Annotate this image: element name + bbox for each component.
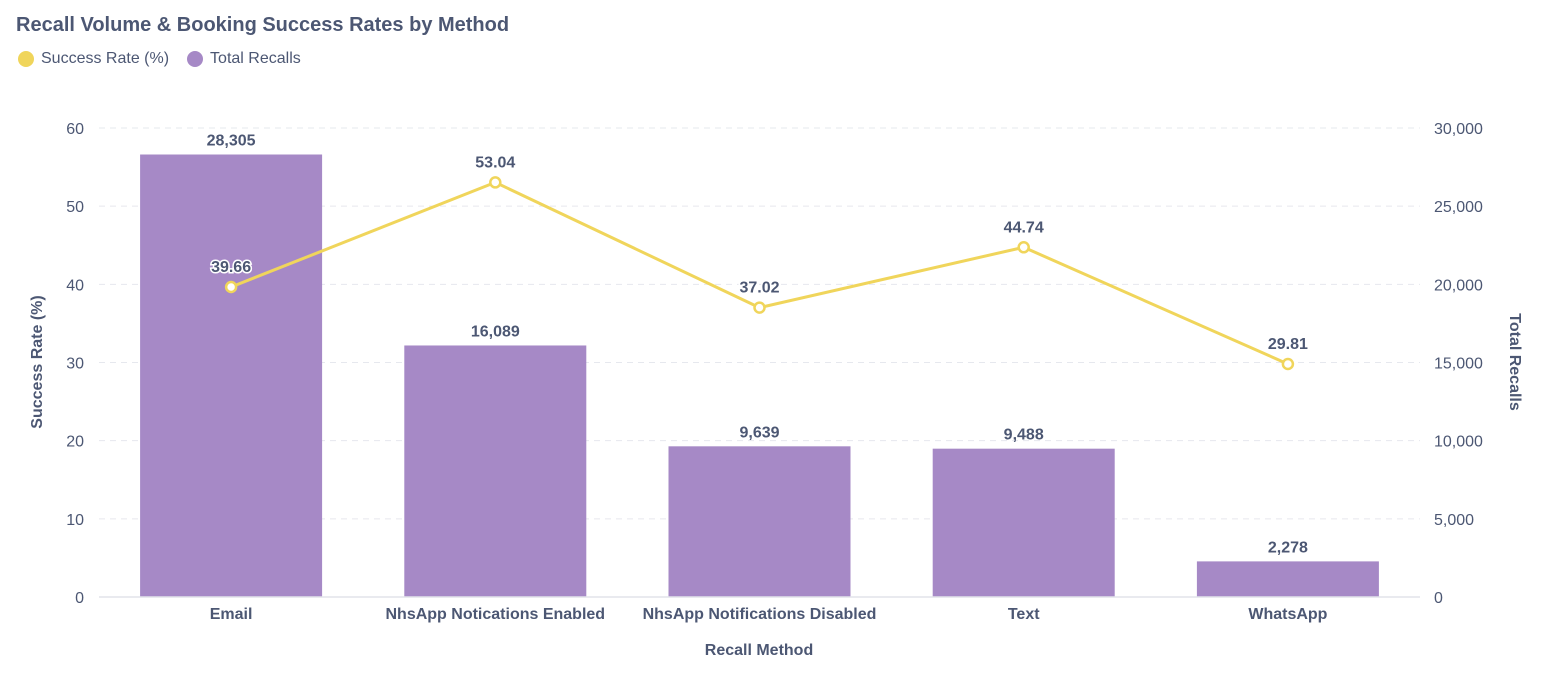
x-tick-label: Email bbox=[210, 606, 253, 623]
bar-total-recalls bbox=[140, 154, 323, 597]
success-rate-point bbox=[224, 280, 238, 294]
bar-value-label: 2,278 bbox=[1268, 539, 1308, 556]
x-tick-label: NhsApp Notications Enabled bbox=[386, 606, 606, 623]
success-rate-value-label: 37.02 bbox=[739, 280, 779, 297]
axes: 0 0 10 5,000 20 10,000 30 15,000 40 20,000 50 25,00… bbox=[66, 121, 1483, 623]
y-tick-label-left: 20 bbox=[66, 434, 84, 451]
legend-item-success-rate[interactable]: Success Rate (%) bbox=[18, 50, 169, 68]
bars bbox=[140, 154, 1379, 597]
data-labels: 28,305 16,089 9,639 9,488 2,278 39.66 53.04 37.… bbox=[207, 132, 1310, 556]
legend: Success Rate (%) Total Recalls bbox=[18, 50, 319, 68]
legend-swatch-success-rate bbox=[18, 51, 34, 67]
legend-label-success-rate: Success Rate (%) bbox=[41, 50, 170, 67]
y-tick-label-right: 30,000 bbox=[1434, 121, 1483, 138]
success-rate-value-label: 29.81 bbox=[1268, 336, 1308, 353]
bar-value-label: 9,639 bbox=[739, 424, 779, 441]
bar-total-recalls bbox=[1196, 561, 1379, 597]
y-tick-label-right: 20,000 bbox=[1434, 277, 1483, 294]
y-tick-label-left: 30 bbox=[66, 356, 84, 373]
chart-title: Recall Volume & Booking Success Rates by… bbox=[16, 14, 510, 36]
legend-swatch-total-recalls bbox=[187, 51, 204, 67]
legend-label-total-recalls: Total Recalls bbox=[210, 50, 301, 67]
success-rate-line bbox=[224, 176, 1295, 371]
x-axis-title: Recall Method bbox=[705, 642, 813, 659]
x-tick-label: Text bbox=[1008, 606, 1040, 623]
y-tick-label-right: 5,000 bbox=[1434, 512, 1474, 529]
y-tick-label-left: 60 bbox=[66, 121, 84, 138]
y-tick-label-left: 40 bbox=[66, 277, 84, 294]
legend-item-total-recalls[interactable]: Total Recalls bbox=[187, 50, 301, 68]
y-tick-label-right: 15,000 bbox=[1434, 356, 1483, 373]
bar-total-recalls bbox=[932, 448, 1115, 597]
y-tick-label-right: 0 bbox=[1434, 590, 1443, 607]
y-tick-label-right: 10,000 bbox=[1434, 434, 1483, 451]
y-tick-label-left: 0 bbox=[75, 590, 84, 607]
bar-value-label: 16,089 bbox=[471, 323, 520, 340]
success-rate-value-label: 44.74 bbox=[1004, 219, 1044, 236]
success-rate-value-label: 39.66 bbox=[211, 259, 251, 276]
y-tick-label-left: 10 bbox=[66, 512, 84, 529]
bar-value-label: 9,488 bbox=[1004, 427, 1044, 444]
success-rate-point bbox=[753, 301, 766, 314]
success-rate-point bbox=[1281, 357, 1295, 371]
success-rate-point bbox=[489, 176, 502, 189]
y-tick-label-left: 50 bbox=[66, 199, 84, 216]
y-axis-title-right: Total Recalls bbox=[1506, 313, 1523, 411]
success-rate-point bbox=[1017, 241, 1030, 254]
x-tick-label: WhatsApp bbox=[1248, 606, 1327, 623]
y-axis-title-left: Success Rate (%) bbox=[29, 295, 46, 428]
success-rate-value-label: 53.04 bbox=[475, 154, 515, 171]
x-tick-label: NhsApp Notifications Disabled bbox=[643, 606, 877, 623]
y-tick-label-right: 25,000 bbox=[1434, 199, 1483, 216]
bar-total-recalls bbox=[404, 345, 587, 597]
bar-total-recalls bbox=[668, 446, 851, 597]
bar-value-label: 28,305 bbox=[207, 132, 256, 149]
success-rate-polyline bbox=[230, 180, 1289, 366]
